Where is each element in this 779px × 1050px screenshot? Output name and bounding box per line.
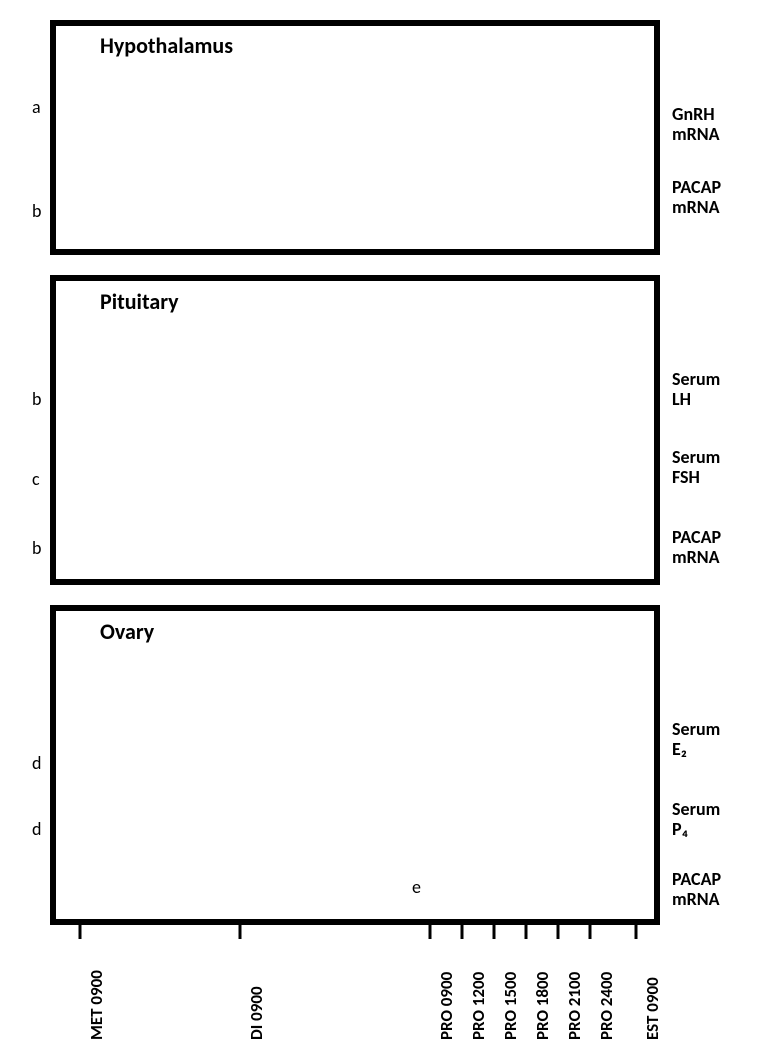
x-label-4: PRO 1500 <box>500 972 521 1040</box>
y-letter-ovary-0: d <box>32 752 41 774</box>
y-letter-pituitary-1: c <box>32 468 40 490</box>
x-label-7: PRO 2400 <box>596 972 617 1040</box>
panel-title-hypothalamus: Hypothalamus <box>100 32 233 59</box>
x-label-0: MET 0900 <box>86 970 107 1040</box>
x-label-2: PRO 0900 <box>436 972 457 1040</box>
right-label-ovary-0: SerumE₂ <box>672 720 720 760</box>
panel-title-pituitary: Pituitary <box>100 288 179 315</box>
right-label-pituitary-1: SerumFSH <box>672 448 720 488</box>
right-label-ovary-2: PACAPmRNA <box>672 870 721 910</box>
y-letter-hypothalamus-1: b <box>32 200 41 222</box>
right-label-hypothalamus-0: GnRHmRNA <box>672 105 720 145</box>
x-label-5: PRO 1800 <box>532 972 553 1040</box>
y-letter-hypothalamus-0: a <box>32 96 41 118</box>
right-label-ovary-1: SerumP₄ <box>672 800 720 840</box>
panel-frame-pituitary <box>50 275 660 585</box>
x-label-3: PRO 1200 <box>468 972 489 1040</box>
x-label-1: DI 0900 <box>246 986 267 1040</box>
y-letter-ovary-2: e <box>412 876 421 898</box>
y-letter-pituitary-2: b <box>32 537 41 559</box>
right-label-hypothalamus-1: PACAPmRNA <box>672 178 721 218</box>
x-label-8: EST 0900 <box>642 977 663 1040</box>
page: Hypothalamus a b GnRHmRNA PACAPmRNA Pituitary… <box>0 0 779 1050</box>
right-label-pituitary-2: PACAPmRNA <box>672 528 721 568</box>
x-label-6: PRO 2100 <box>564 972 585 1040</box>
panel-title-ovary: Ovary <box>100 618 154 645</box>
y-letter-pituitary-0: b <box>32 388 41 410</box>
panel-frame-ovary <box>50 605 660 925</box>
y-letter-ovary-1: d <box>32 818 41 840</box>
right-label-pituitary-0: SerumLH <box>672 370 720 410</box>
